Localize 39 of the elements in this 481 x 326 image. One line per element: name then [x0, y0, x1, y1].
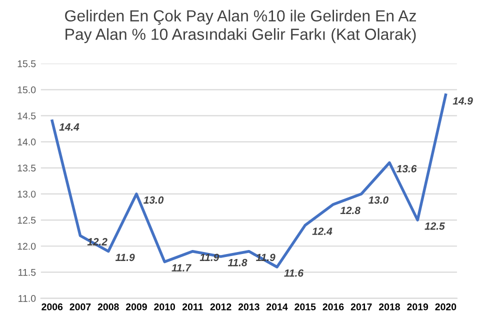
x-tick-label: 2015	[294, 303, 316, 310]
text: 14.9	[452, 97, 473, 105]
x-tick-label: 2020	[435, 303, 456, 310]
y-tick-label: 11.5	[18, 269, 36, 276]
x-tick-label: 2011	[182, 303, 203, 310]
text: 13.6	[396, 165, 417, 172]
x-tick-label: 2006	[42, 303, 63, 310]
y-tick-label: 12.5	[18, 216, 36, 224]
y-tick-label: 11.0	[18, 295, 36, 302]
text: 11.8	[228, 258, 248, 266]
text: 11.6	[284, 269, 304, 277]
text: 14.4	[59, 123, 80, 131]
y-tick-label: 15.0	[18, 86, 36, 94]
y-tick-label: 13.5	[18, 164, 36, 172]
text: 12.4	[312, 228, 332, 235]
chart-title: Gelirden En Çok Pay Alan %10 ile Gelirden En Az Pay Alan % 10 Arasındaki Gelir Farkı (Kat Olarak)	[65, 10, 416, 44]
y-tick-label: 14.0	[18, 138, 36, 146]
y-tick-label: 15.5	[18, 60, 36, 68]
text: 11.9	[115, 254, 135, 262]
x-tick-label: 2009	[126, 303, 147, 310]
x-tick-label: 2017	[350, 303, 372, 310]
x-tick-label: 2010	[154, 303, 175, 310]
y-tick-label: 14.5	[18, 112, 36, 120]
text: 11.9	[200, 254, 220, 262]
x-tick-label: 2007	[70, 303, 91, 310]
text: 13.0	[368, 196, 388, 204]
x-tick-label: 2014	[266, 303, 288, 310]
x-tick-label: 2016	[322, 303, 344, 310]
y-tick-label: 12.0	[18, 242, 36, 250]
x-tick-label: 2019	[407, 303, 428, 310]
x-tick-label: 2008	[98, 303, 119, 310]
text: 11.7	[172, 264, 192, 272]
y-tick-label: 13.0	[18, 190, 36, 198]
x-tick-label: 2013	[238, 303, 260, 310]
x-tick-label: 2018	[379, 303, 400, 310]
text: 12.5	[424, 222, 445, 230]
text: 13.0	[144, 196, 164, 204]
text: 12.8	[340, 206, 360, 214]
x-tick-label: 2012	[210, 303, 232, 310]
